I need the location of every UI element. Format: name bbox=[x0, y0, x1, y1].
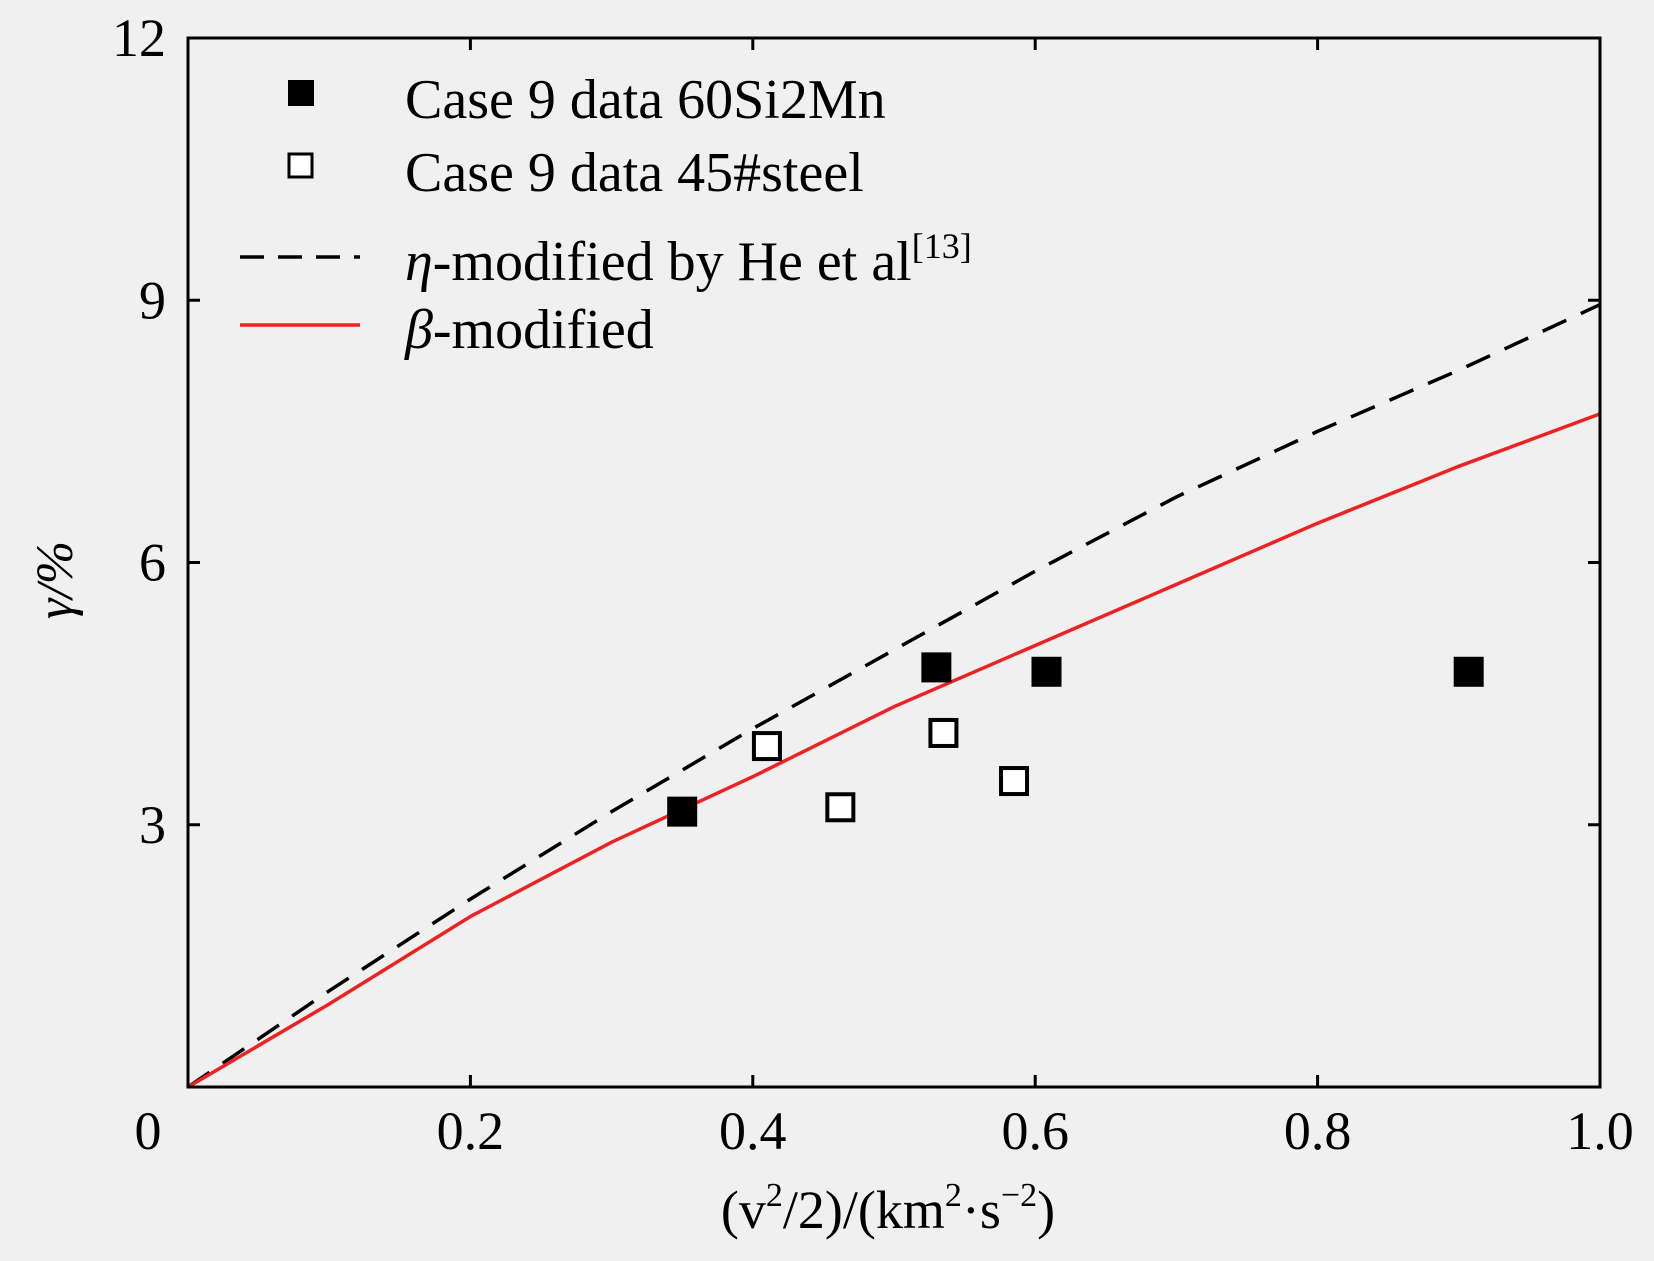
series-line-3 bbox=[187, 412, 1601, 1089]
x-tick-label: 0.2 bbox=[437, 1101, 505, 1161]
x-tick-label: 0.4 bbox=[719, 1101, 787, 1161]
tick-labels: 0.2 0.4 0.6 0.8 1.0 3 6 9 12 0 bbox=[112, 8, 1634, 1161]
legend-symbol-filled-square bbox=[288, 80, 314, 106]
y-axis-label: γ/% bbox=[27, 541, 84, 619]
x-tick-label: 0.6 bbox=[1001, 1101, 1069, 1161]
legend-label: Case 9 data 60Si2Mn bbox=[405, 69, 886, 131]
point-open-square bbox=[751, 731, 782, 762]
point-open-square bbox=[928, 717, 959, 748]
y-tick-label: 6 bbox=[139, 533, 166, 593]
y-tick-label: 3 bbox=[139, 795, 166, 855]
origin-label: 0 bbox=[135, 1101, 162, 1161]
point-open-square bbox=[825, 792, 856, 823]
plot-marks bbox=[187, 303, 1601, 1089]
x-tick-label: 0.8 bbox=[1284, 1101, 1352, 1161]
series-line-2 bbox=[187, 303, 1601, 1089]
point-filled-square bbox=[1453, 656, 1484, 687]
legend-label: β-modified bbox=[404, 299, 654, 361]
x-axis-label: (v2/2)/(km2·s−2) bbox=[721, 1177, 1055, 1240]
legend: Case 9 data 60Si2Mn Case 9 data 45#steel η… bbox=[240, 69, 972, 361]
axis-ticks bbox=[188, 36, 1602, 1087]
point-filled-square bbox=[667, 796, 698, 827]
y-tick-label: 12 bbox=[112, 8, 166, 68]
legend-symbol-open-square bbox=[287, 152, 314, 179]
point-filled-square bbox=[1031, 656, 1062, 687]
legend-label: η-modified by He et al[13] bbox=[405, 226, 972, 293]
y-tick-label: 9 bbox=[139, 270, 166, 330]
point-open-square bbox=[999, 766, 1030, 797]
legend-label: Case 9 data 45#steel bbox=[405, 142, 864, 204]
x-tick-label: 1.0 bbox=[1566, 1101, 1634, 1161]
point-filled-square bbox=[921, 652, 952, 683]
